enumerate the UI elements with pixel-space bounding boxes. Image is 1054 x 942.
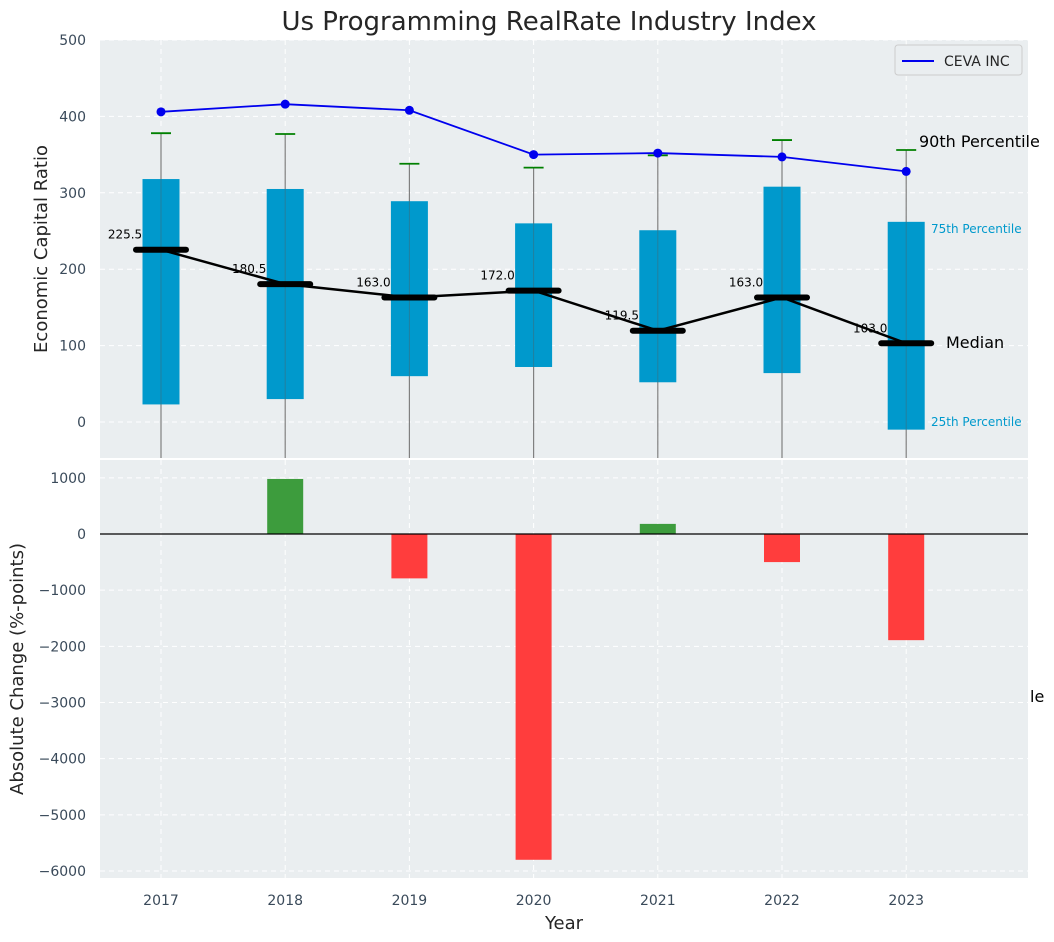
ceva-point-2018 — [280, 99, 290, 109]
bottom-y-tick-label-1000: 1000 — [50, 471, 86, 487]
x-tick-label-2019: 2019 — [392, 893, 428, 909]
bottom-y-tick-label--3000: −3000 — [39, 696, 86, 712]
change-bar-2021 — [639, 523, 676, 534]
change-bar-2020 — [515, 534, 552, 860]
median-label-2018: 180.5 — [232, 262, 266, 276]
y-tick-label-500: 500 — [59, 33, 86, 49]
y-tick-label-300: 300 — [59, 186, 86, 202]
legend: CEVA INC — [894, 44, 1023, 76]
x-tick-label-2022: 2022 — [764, 893, 800, 909]
p90-caps — [151, 132, 917, 169]
median-label-2021: 119.5 — [605, 309, 639, 323]
x-tick-label-2023: 2023 — [888, 893, 924, 909]
median-label-2023: 103.0 — [853, 321, 887, 335]
boxes — [142, 179, 925, 430]
median-marks — [133, 246, 935, 347]
bottom-panel: 1000 0 −1000 −2000 −3000 −4000 −5000 −6000 Abso… — [7, 460, 1044, 934]
ceva-point-2021 — [653, 148, 663, 158]
top-plot-background — [100, 40, 1028, 458]
ceva-point-2022 — [777, 152, 787, 162]
x-tick-labels: 2017 2018 2019 2020 2021 2022 2023 — [143, 893, 924, 909]
bottom-y-tick-labels: 1000 0 −1000 −2000 −3000 −4000 −5000 −6000 — [39, 471, 86, 880]
annotation-90th-percentile: 90th Percentile — [919, 132, 1040, 151]
x-tick-label-2018: 2018 — [267, 893, 303, 909]
median-label-2019: 163.0 — [356, 275, 390, 289]
ceva-point-2023 — [901, 166, 911, 176]
bottom-y-tick-label--4000: −4000 — [39, 752, 86, 768]
bottom-y-tick-label-0: 0 — [77, 527, 86, 543]
change-bar-2022 — [764, 534, 800, 563]
legend-box — [894, 44, 1023, 76]
legend-entry-ceva: CEVA INC — [944, 54, 1010, 70]
top-y-axis-label: Economic Capital Ratio — [31, 145, 52, 353]
bottom-y-tick-label--5000: −5000 — [39, 808, 86, 824]
bottom-y-tick-label--6000: −6000 — [39, 864, 86, 880]
change-bar-2018 — [267, 478, 304, 534]
annotation-25th-percentile: 25th Percentile — [931, 415, 1022, 429]
y-tick-label-100: 100 — [59, 339, 86, 355]
y-tick-label-0: 0 — [77, 415, 86, 431]
top-y-tick-labels: 0 100 200 300 400 500 — [59, 33, 86, 431]
x-tick-label-2017: 2017 — [143, 893, 179, 909]
change-bars — [267, 478, 925, 860]
x-axis-label: Year — [544, 913, 584, 934]
annotation-median: Median — [946, 333, 1004, 352]
bottom-y-tick-label--2000: −2000 — [39, 639, 86, 655]
ceva-point-2017 — [156, 107, 166, 117]
change-bar-2023 — [888, 534, 925, 641]
chart-title: Us Programming RealRate Industry Index — [281, 7, 816, 37]
median-label-2022: 163.0 — [729, 275, 763, 289]
clipped-annotation-text: le — [1030, 687, 1044, 706]
bottom-y-axis-label: Absolute Change (%-points) — [7, 543, 28, 795]
change-bar-2019 — [391, 534, 428, 579]
x-tick-label-2020: 2020 — [516, 893, 552, 909]
annotation-75th-percentile: 75th Percentile — [931, 222, 1022, 236]
median-label-2020: 172.0 — [480, 269, 514, 283]
x-tick-label-2021: 2021 — [640, 893, 676, 909]
ceva-series — [156, 99, 911, 176]
ceva-point-2019 — [404, 105, 414, 115]
median-value-labels: 225.5 180.5 163.0 172.0 119.5 163.0 103.0 — [108, 228, 888, 336]
median-label-2017: 225.5 — [108, 228, 142, 242]
bottom-plot-background — [100, 460, 1028, 878]
y-tick-label-200: 200 — [59, 262, 86, 278]
bottom-y-tick-label--1000: −1000 — [39, 583, 86, 599]
y-tick-label-400: 400 — [59, 109, 86, 125]
ceva-point-2020 — [529, 150, 539, 160]
